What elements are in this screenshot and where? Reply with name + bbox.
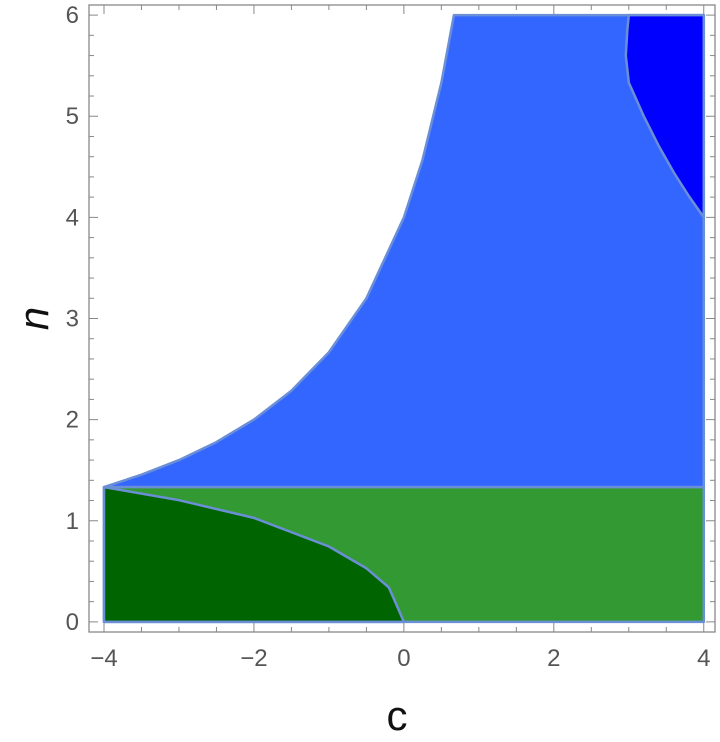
y-tick-label: 1 xyxy=(66,508,79,535)
y-tick-label: 4 xyxy=(66,204,79,231)
x-axis-title: c xyxy=(387,692,408,739)
y-tick-label: 6 xyxy=(66,2,79,29)
y-axis-title: n xyxy=(10,307,57,330)
y-tick-label: 5 xyxy=(66,103,79,130)
x-tick-label: 2 xyxy=(547,645,560,672)
x-tick-label: 0 xyxy=(397,645,410,672)
y-tick-label: 0 xyxy=(66,609,79,636)
dark-green-region xyxy=(102,485,406,624)
y-tick-label: 2 xyxy=(66,407,79,434)
dark-blue-region xyxy=(624,13,706,219)
y-tick-label: 3 xyxy=(66,306,79,333)
x-tick-label: 4 xyxy=(697,645,710,672)
x-tick-label: −2 xyxy=(240,645,267,672)
x-tick-label: −4 xyxy=(90,645,117,672)
regions-layer xyxy=(102,13,706,624)
blue-region xyxy=(102,13,706,489)
ticks-layer: −4 −2 0 2 4 0 1 2 3 4 5 6 xyxy=(66,2,715,672)
